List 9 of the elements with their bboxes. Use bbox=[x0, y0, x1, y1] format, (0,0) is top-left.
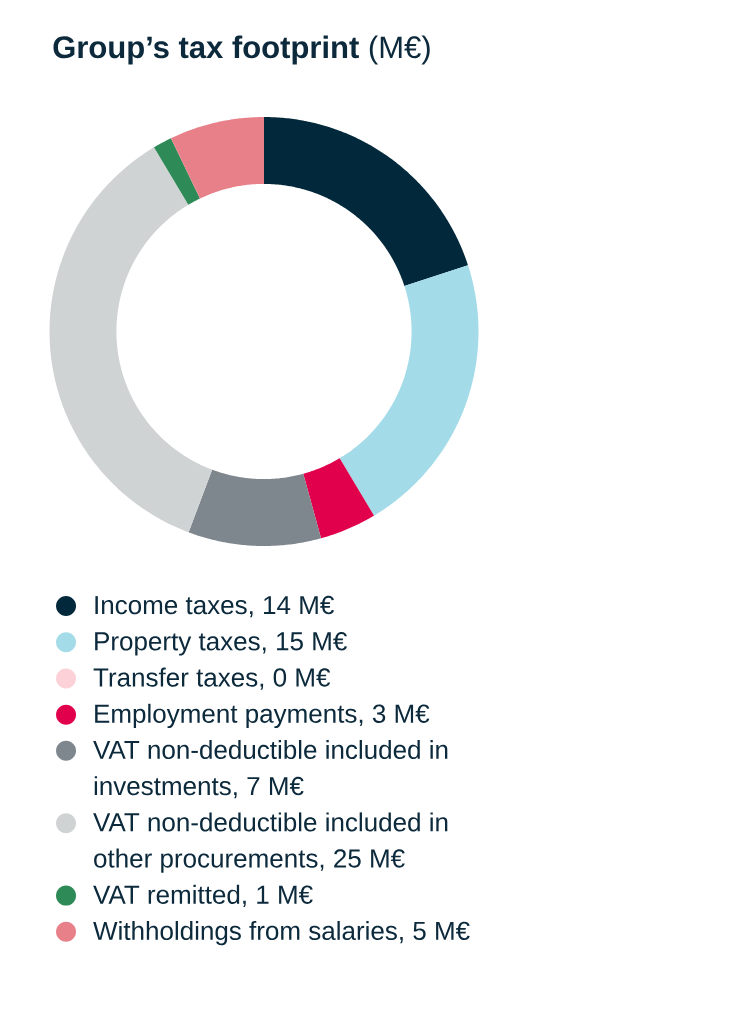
legend-label: Transfer taxes, 0 M€ bbox=[93, 667, 331, 690]
legend-label: VAT remitted, 1 M€ bbox=[93, 884, 313, 907]
legend-label: VAT non-deductible included in investments, 7 M€ bbox=[93, 739, 448, 799]
legend-label: Property taxes, 15 M€ bbox=[95, 632, 347, 656]
legend-label: Employment payments, 3 M€ bbox=[95, 703, 430, 729]
legend-label: Withholdings from salaries, 5 M€ bbox=[93, 920, 470, 946]
legend-label: Income taxes, 14 M€ bbox=[95, 595, 334, 618]
chart-title: Group’s tax footprint (M€) bbox=[53, 35, 430, 65]
legend-label: VAT non-deductible included in other procurements, 25 M€ bbox=[93, 812, 448, 873]
